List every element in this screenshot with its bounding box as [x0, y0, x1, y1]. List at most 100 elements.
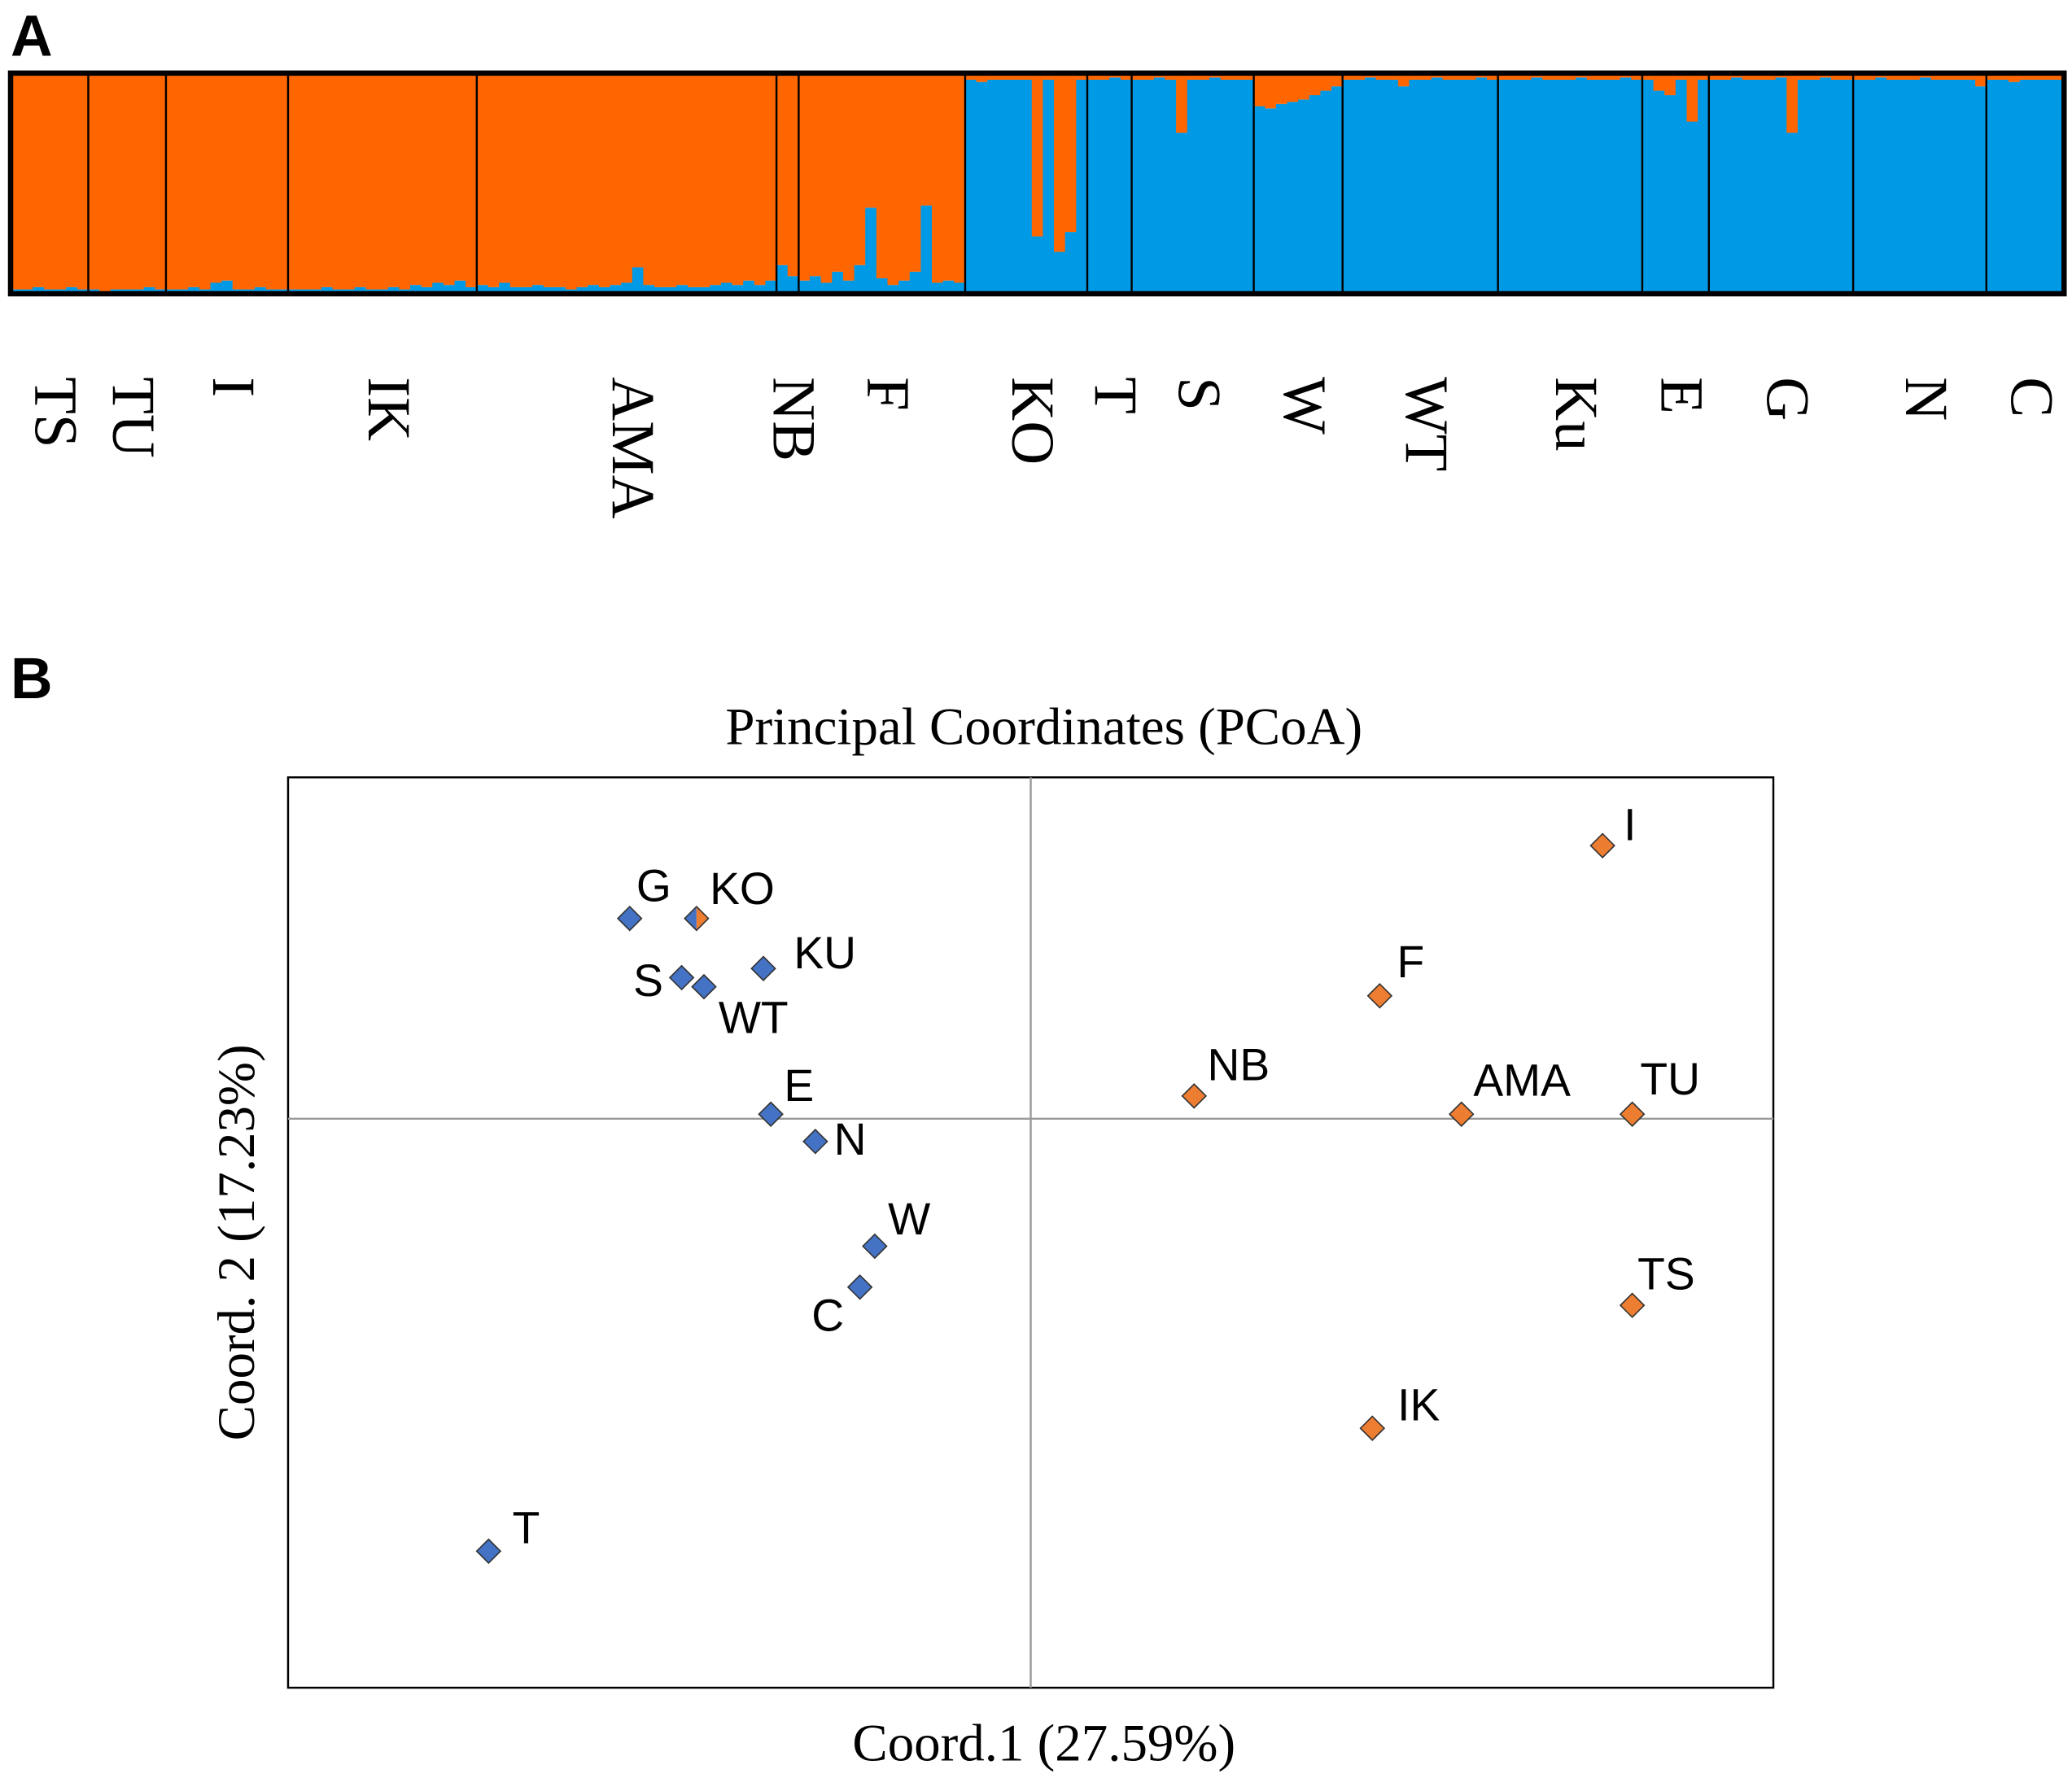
- bar-segment: [443, 72, 456, 286]
- point-shape: [616, 905, 643, 932]
- point: [862, 1233, 888, 1260]
- bar-segment: [255, 72, 267, 287]
- bar-segment: [1331, 72, 1344, 87]
- bar-segment: [654, 286, 667, 295]
- bar-segment: [1609, 79, 1621, 295]
- bar-segment: [643, 72, 655, 286]
- bar-segment: [1054, 72, 1066, 252]
- bar-segment: [964, 72, 977, 80]
- point-shape: [691, 973, 717, 1000]
- bar-segment: [1409, 72, 1421, 80]
- bar-segment: [1309, 72, 1322, 95]
- bar-segment: [1265, 72, 1277, 109]
- bar-segment: [310, 72, 322, 290]
- bar-segment: [1021, 79, 1033, 295]
- bar-segment: [1842, 79, 1854, 295]
- bar-segment: [1054, 251, 1066, 295]
- bar-segment: [1908, 79, 1921, 295]
- bar-segment: [698, 72, 710, 287]
- bar-segment: [243, 72, 256, 290]
- bar-segment: [155, 72, 167, 290]
- point: [846, 1274, 873, 1300]
- bar-segment: [1964, 72, 1976, 80]
- bar-segment: [1309, 94, 1322, 295]
- bar-segment: [321, 286, 334, 295]
- bar-segment: [732, 285, 744, 295]
- bar-segment: [466, 286, 478, 295]
- bar-segment: [1720, 72, 1732, 80]
- bar-segment: [1830, 79, 1843, 295]
- bar-segment: [110, 72, 123, 290]
- bar-segment: [1397, 72, 1410, 87]
- bar-segment: [665, 286, 677, 295]
- bar-segment: [1397, 86, 1410, 295]
- bar-segment: [76, 72, 90, 290]
- bar-segment: [1531, 77, 1543, 295]
- bar-segment: [432, 282, 444, 295]
- bar-segment: [1375, 79, 1388, 295]
- point-label: IK: [1397, 1379, 1440, 1430]
- bar-segment: [1675, 72, 1688, 80]
- bar-segment: [1631, 79, 1643, 295]
- point-label: TU: [1640, 1054, 1700, 1104]
- bar-segment: [876, 278, 889, 295]
- bar-segment: [854, 72, 866, 265]
- bar-segment: [188, 72, 200, 287]
- bar-segment: [1242, 72, 1255, 80]
- bar-segment: [1464, 72, 1477, 80]
- bar-segment: [1220, 79, 1232, 295]
- bar-segment: [787, 72, 800, 277]
- bar-segment: [1021, 72, 1033, 80]
- bar-segment: [832, 72, 844, 272]
- bar-segment: [687, 72, 700, 287]
- bar-segment: [1275, 72, 1288, 104]
- bar-segment: [354, 72, 367, 287]
- bar-segment: [509, 72, 522, 287]
- bar-segment: [454, 280, 466, 295]
- bar-segment: [321, 72, 334, 287]
- bar-segment: [1209, 77, 1222, 295]
- bar-segment: [676, 72, 688, 286]
- bar-segment: [499, 282, 511, 295]
- bar-segment: [1653, 90, 1665, 295]
- bar-segment: [610, 72, 622, 286]
- point: [758, 1101, 784, 1127]
- group-label: E: [1648, 377, 1716, 414]
- bar-segment: [476, 285, 489, 295]
- bar-segment: [698, 286, 710, 295]
- point-shape: [668, 964, 695, 991]
- bar-segment: [976, 81, 988, 295]
- bar-segment: [1298, 99, 1310, 295]
- bar-segment: [820, 72, 833, 283]
- bar-segment: [954, 282, 966, 295]
- bar-segment: [598, 72, 611, 287]
- bar-segment: [1431, 77, 1444, 295]
- bar-segment: [720, 72, 733, 283]
- bar-segment: [998, 72, 1011, 80]
- bar-segment: [1497, 79, 1510, 295]
- group-label: C: [1997, 377, 2065, 417]
- bar-segment: [255, 286, 267, 295]
- bar-segment: [810, 276, 822, 295]
- bar-segment: [1620, 77, 1632, 295]
- bar-segment: [1586, 72, 1599, 80]
- bar-segment: [1320, 90, 1332, 295]
- bar-segment: [1975, 86, 1987, 295]
- bar-segment: [487, 286, 500, 295]
- bar-segment: [1409, 79, 1421, 295]
- point-label: TS: [1637, 1249, 1695, 1300]
- bar-segment: [909, 271, 922, 295]
- point-label: G: [636, 861, 671, 911]
- bar-segment: [1542, 79, 1554, 295]
- point: [616, 905, 643, 932]
- bar-segment: [1287, 72, 1299, 103]
- bar-segment: [1553, 72, 1566, 80]
- bar-segment: [1686, 72, 1698, 122]
- bar-segment: [2041, 72, 2054, 80]
- bar-segment: [1664, 72, 1676, 95]
- bar-segment: [1076, 72, 1088, 80]
- point: [1181, 1083, 1208, 1109]
- bar-segment: [55, 72, 67, 290]
- bar-segment: [532, 72, 544, 286]
- bar-segment: [1975, 72, 1987, 87]
